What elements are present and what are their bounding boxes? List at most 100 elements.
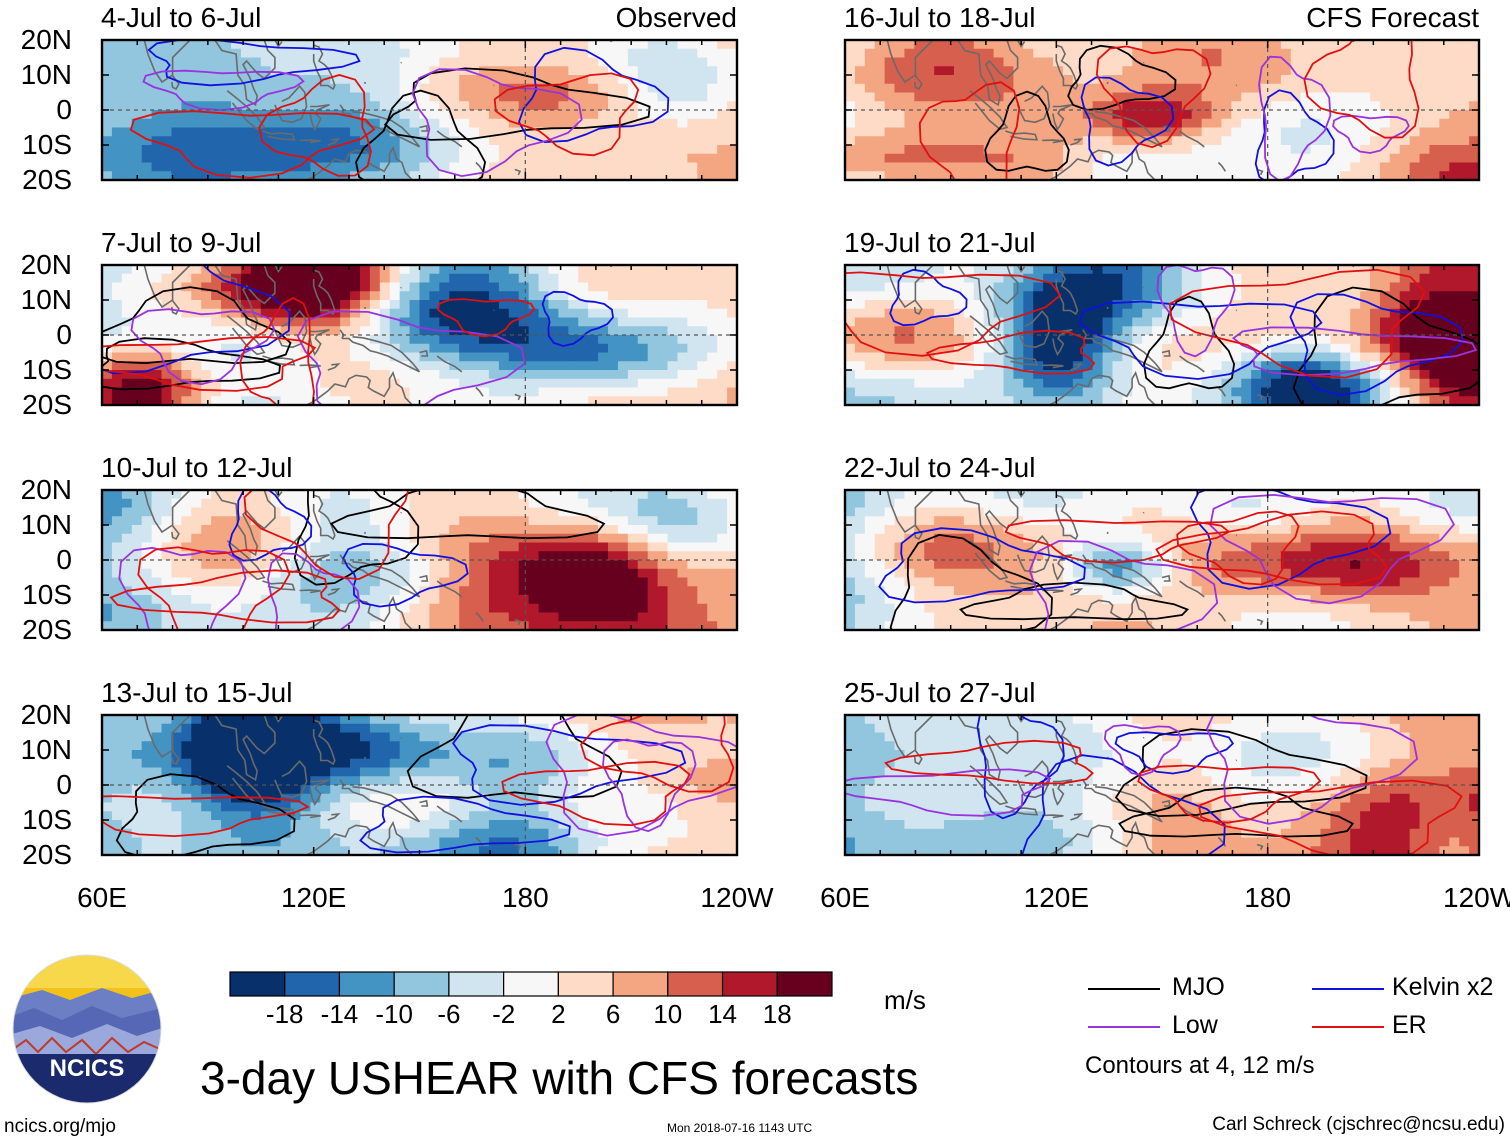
coastline — [1070, 138, 1084, 146]
coastline — [514, 168, 522, 176]
coastline — [315, 698, 320, 709]
contour-low — [1156, 265, 1236, 358]
contour-kelvin-x2 — [228, 490, 313, 562]
colorbar-swatch — [776, 971, 833, 997]
contour-mjo — [115, 773, 296, 855]
contour-mjo — [293, 490, 420, 586]
coastline — [1016, 265, 1026, 273]
coastline — [171, 525, 180, 541]
panel-3 — [100, 488, 739, 632]
contour-er — [243, 490, 410, 581]
colorbar-swatch — [284, 971, 341, 997]
contour-low — [267, 552, 361, 630]
lat-tick-label: 10N — [20, 59, 72, 90]
coastline — [1161, 124, 1171, 132]
site-link[interactable]: ncics.org/mjo — [4, 1116, 116, 1137]
coastline — [327, 587, 341, 596]
lat-tick-label: 20N — [20, 699, 72, 730]
legend-label-er: ER — [1392, 1011, 1427, 1039]
coastline — [475, 161, 484, 172]
colorbar-swatch — [721, 971, 778, 997]
coastline — [299, 364, 321, 369]
colorbar-tick-label: 6 — [605, 999, 621, 1029]
coastline — [142, 40, 192, 84]
panel-field — [845, 40, 1479, 180]
coastline — [274, 265, 283, 273]
legend-line-low — [1088, 1026, 1160, 1028]
lat-tick-label: 20N — [20, 474, 72, 505]
coastline — [304, 595, 414, 630]
panel-title: 10-Jul to 12-Jul — [101, 452, 293, 483]
contour-low — [296, 310, 527, 405]
coastline — [957, 265, 1019, 332]
panel-field — [102, 248, 737, 405]
coastline — [214, 490, 276, 557]
colorbar-tick-label: -14 — [320, 999, 359, 1029]
coastline — [315, 248, 320, 259]
contour-low — [602, 738, 697, 833]
contour-er — [102, 336, 317, 392]
lat-tick-label: 0 — [56, 319, 72, 350]
lat-tick-label: 0 — [56, 769, 72, 800]
colorbar-tick-label: 14 — [708, 999, 737, 1029]
coastline — [1179, 355, 1205, 373]
coastline — [475, 611, 484, 622]
coastline — [419, 124, 429, 132]
coastline — [1217, 611, 1227, 622]
coastline — [1084, 561, 1163, 598]
lon-tick-label: 120W — [700, 882, 774, 913]
coastline — [1052, 104, 1073, 131]
contour-er — [1176, 510, 1300, 586]
panel-4 — [100, 698, 739, 857]
contour-kelvin-x2 — [1080, 76, 1175, 167]
contour-er — [845, 271, 1062, 357]
panel-1 — [100, 38, 739, 182]
lon-tick-label: 180 — [501, 882, 549, 913]
coastline — [400, 736, 403, 739]
coastline — [299, 139, 321, 144]
coastline — [436, 805, 463, 823]
coastline — [475, 386, 484, 397]
lon-tick-label: 120E — [280, 882, 347, 913]
contour-er — [129, 110, 376, 179]
coastline — [1161, 349, 1171, 357]
panel-5 — [843, 38, 1481, 182]
coastline — [171, 750, 180, 766]
coastline — [1070, 587, 1084, 596]
contour-kelvin-x2 — [451, 724, 687, 806]
coastline — [214, 715, 276, 782]
coastline — [274, 490, 283, 498]
contour-er — [925, 329, 1096, 375]
coastline — [1042, 364, 1064, 369]
contour-er — [1004, 519, 1231, 564]
contour-low — [1206, 715, 1419, 825]
coastline — [1016, 309, 1051, 349]
panel-field — [845, 265, 1479, 405]
coastline — [299, 814, 321, 819]
coastline — [1016, 759, 1051, 799]
coastline — [969, 765, 1009, 806]
contour-kelvin-x2 — [1289, 293, 1464, 396]
lat-tick-label: 0 — [56, 94, 72, 125]
contour-er — [102, 795, 310, 838]
coastline — [327, 812, 341, 821]
lat-tick-label: 20N — [20, 24, 72, 55]
coastline — [1047, 595, 1156, 630]
coastline — [299, 589, 321, 594]
coastline — [1042, 139, 1064, 144]
lon-tick-label: 120W — [1443, 882, 1510, 913]
coastline — [1256, 843, 1264, 851]
lat-tick-label: 20S — [22, 164, 72, 195]
coastline — [1058, 698, 1063, 709]
ncics-logo: NCICS — [12, 954, 162, 1104]
coastline — [327, 138, 341, 146]
lat-tick-label: 10S — [22, 129, 72, 160]
coastline — [304, 370, 414, 405]
lat-tick-label: 10N — [20, 284, 72, 315]
lat-tick-label: 10S — [22, 804, 72, 835]
contour-kelvin-x2 — [359, 795, 571, 854]
coastline — [1070, 363, 1084, 371]
main-title: 3-day USHEAR with CFS forecasts — [200, 1052, 919, 1104]
coastline — [1084, 336, 1163, 373]
